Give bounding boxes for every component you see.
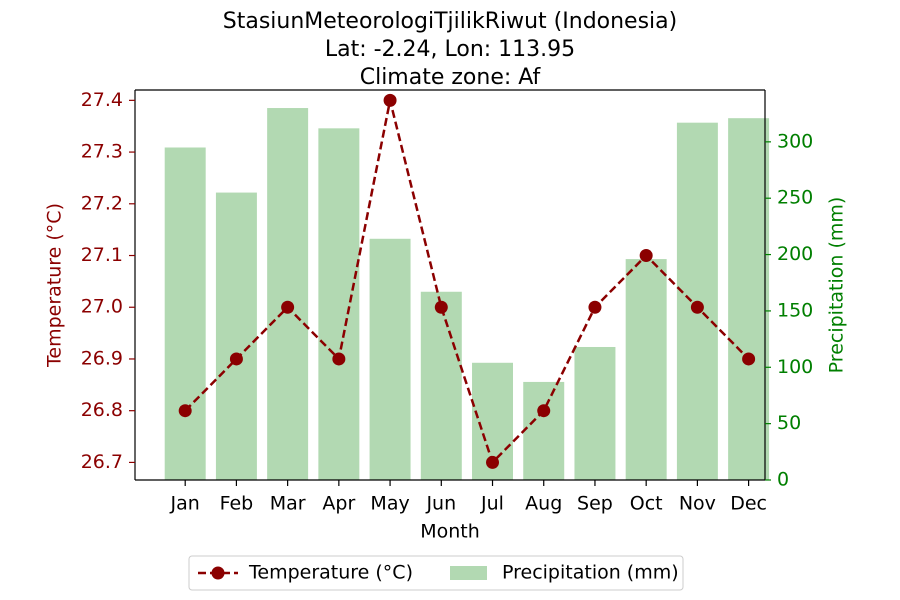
left-tick-label: 27.0 [81,296,123,318]
left-tick-label: 26.7 [81,451,123,473]
x-tick-label: Nov [679,493,716,515]
bar-mar [267,108,309,481]
x-tick-label: Mar [270,493,306,515]
bar-jan [164,147,206,481]
left-tick-label: 26.9 [81,347,123,369]
legend-temperature-label: Temperature (°C) [248,562,413,584]
right-tick-label: 300 [777,130,813,152]
temp-point-aug [537,404,551,418]
right-tick-label: 100 [777,356,813,378]
temp-point-jun [434,300,448,314]
bar-may [369,238,411,480]
x-tick-label: May [370,493,409,515]
legend: Temperature (°C) Precipitation (mm) [188,555,684,591]
x-tick-label: Jul [480,493,504,515]
temp-point-oct [639,249,653,263]
y-axis-label-left: Temperature (°C) [44,203,66,368]
left-tick-label: 27.3 [81,141,123,163]
legend-precipitation-label: Precipitation (mm) [502,562,679,584]
bar-oct [625,259,667,480]
bar-jun [420,291,462,480]
precipitation-bars [164,108,770,481]
bar-apr [318,128,360,480]
right-tick-label: 150 [777,299,813,321]
left-tick-label: 26.8 [81,399,123,421]
left-tick-label: 27.1 [81,244,123,266]
x-tick-label: Aug [525,493,562,515]
x-tick-label: Jun [425,493,456,515]
temp-point-may [383,93,397,107]
legend-frame [188,555,684,591]
x-tick-label: Dec [730,493,767,515]
y-axis-label-right: Precipitation (mm) [826,197,848,374]
title-line-2: Lat: -2.24, Lon: 113.95 [325,37,575,62]
legend-precipitation-swatch [450,566,487,580]
temperature-series-line [184,100,750,465]
x-tick-label: Apr [322,493,355,515]
temp-point-feb [229,352,243,366]
title-line-3: Climate zone: Af [360,65,542,90]
axes: 26.7 26.8 26.9 27.0 27.1 27.2 27.3 27.4 0 50 100 15… [44,89,848,543]
temp-point-sep [588,300,602,314]
legend-temperature-marker [211,566,225,580]
temp-point-jul [486,455,500,469]
chart-title: StasiunMeteorologiTjilikRiwut (Indonesia… [223,9,677,90]
left-tick-label: 27.4 [81,89,123,111]
temp-point-nov [690,300,704,314]
x-tick-label: Feb [220,493,254,515]
left-tick-label: 27.2 [81,192,123,214]
temp-point-dec [742,352,756,366]
x-tick-label: Sep [577,493,613,515]
bar-aug [523,381,565,480]
temp-point-jan [178,404,192,418]
temperature-line [178,93,756,469]
right-tick-label: 200 [777,243,813,265]
bar-dec [728,118,770,480]
x-tick-label: Oct [630,493,663,515]
x-axis-label: Month [420,521,480,543]
bar-sep [574,346,616,480]
right-tick-label: 50 [777,412,801,434]
title-line-1: StasiunMeteorologiTjilikRiwut (Indonesia… [223,9,677,34]
right-tick-label: 250 [777,187,813,209]
x-tick-label: Jan [170,493,200,515]
bar-feb [215,192,257,480]
temp-point-mar [281,300,295,314]
temp-point-apr [332,352,346,366]
right-tick-label: 0 [777,469,789,491]
